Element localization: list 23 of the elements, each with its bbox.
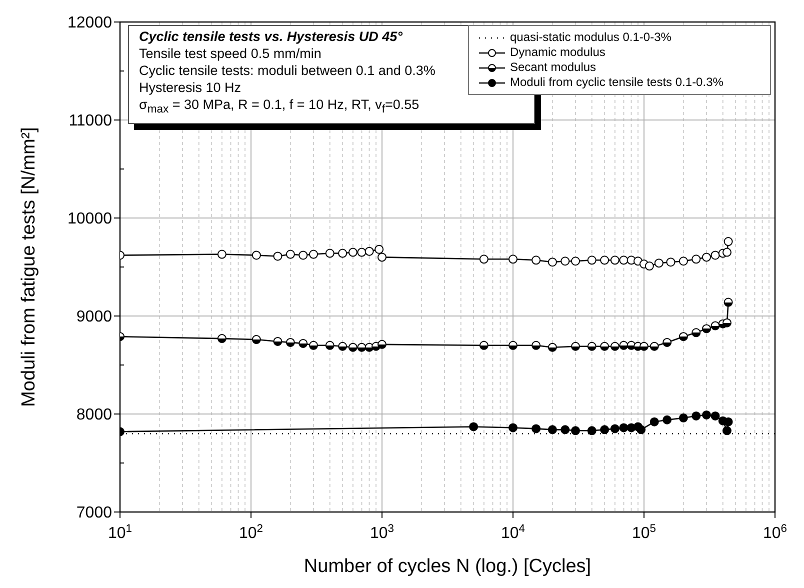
y-tick-label: 10000 [68,210,112,228]
annotation: Cyclic tensile tests vs. Hysteresis UD 45° [139,29,403,44]
annotation: Hysteresis 10 Hz [139,80,242,95]
x-tick-label: 10$^{1}$ [108,523,132,542]
x-axis-title: Number of cycles N (log.) [Cycles] [304,556,592,577]
legend-label: quasi-static modulus 0.1-0-3% [510,30,672,45]
annotation: Cyclic tensile tests: moduli between 0.1 and 0.3% [139,63,436,78]
legend-label: Dynamic modulus [510,45,606,60]
annotation: σ$_{max}$ = 30 MPa, R = 0.1, f = 10 Hz, RT, v$_{f}$=0.55 [139,96,420,118]
y-tick-label: 7000 [76,504,112,522]
x-tick-label: 10$^{5}$ [632,523,656,542]
x-tick-label: 10$^{2}$ [238,523,264,542]
y-tick-label: 11000 [68,112,112,130]
x-tick-label: 10$^{6}$ [762,523,788,542]
legend-label: Moduli from cyclic tensile tests 0.1-0.3% [510,75,724,90]
legend-label: Secant modulus [510,60,596,75]
annotation: Tensile test speed 0.5 mm/min [139,46,322,61]
x-tick-label: 10$^{3}$ [370,523,394,542]
y-axis-title: Moduli from fatigue tests [N/mm²] [18,127,40,407]
x-tick-label: 10$^{4}$ [500,523,526,542]
y-tick-label: 8000 [76,406,112,424]
y-tick-label: 12000 [68,14,112,32]
y-tick-label: 9000 [76,308,112,326]
